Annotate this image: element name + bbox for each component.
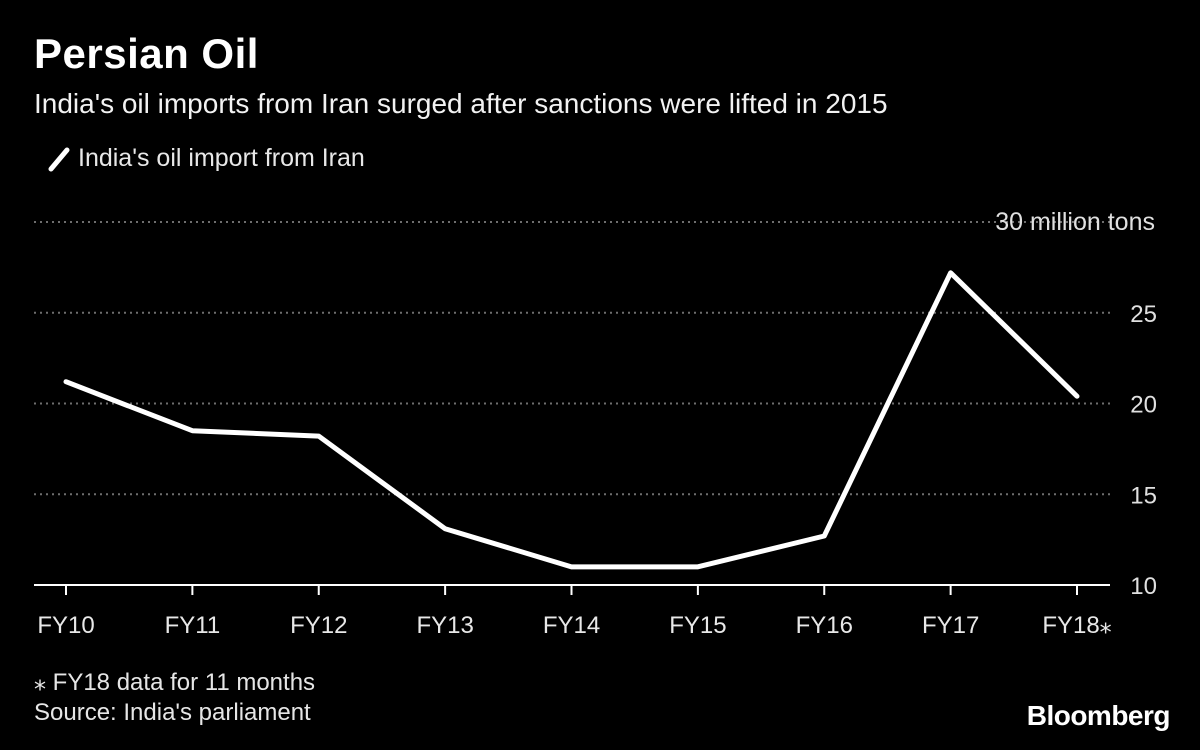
- x-tick-label: FY18⁎: [1042, 612, 1111, 639]
- y-tick-label: 10: [1130, 573, 1157, 600]
- footnote-block: ⁎ FY18 data for 11 months Source: India'…: [34, 668, 315, 728]
- source-text: Source: India's parliament: [34, 699, 311, 726]
- x-tick-label: FY13: [416, 612, 473, 639]
- x-tick-label: FY12: [290, 612, 347, 639]
- legend-line-icon: [48, 147, 70, 171]
- legend: India's oil import from Iran: [48, 144, 365, 173]
- footnote-text: ⁎ FY18 data for 11 months: [34, 669, 316, 696]
- x-tick-label: FY11: [165, 612, 221, 639]
- chart-title: Persian Oil: [34, 30, 259, 77]
- x-tick-label: FY16: [796, 612, 853, 639]
- y-tick-label: 15: [1130, 482, 1157, 509]
- chart-subtitle: India's oil imports from Iran surged aft…: [34, 88, 888, 119]
- x-tick-label: FY17: [922, 612, 979, 639]
- y-tick-label: 25: [1130, 301, 1157, 328]
- y-tick-label: 20: [1130, 392, 1157, 419]
- y-tick-label: 30 million tons: [995, 208, 1155, 236]
- x-tick-label: FY14: [543, 612, 600, 639]
- x-tick-label: FY15: [669, 612, 726, 639]
- legend-label: India's oil import from Iran: [78, 144, 365, 172]
- bloomberg-logo: Bloomberg: [1026, 700, 1171, 731]
- x-tick-label: FY10: [37, 612, 94, 639]
- series-line: [63, 270, 1080, 570]
